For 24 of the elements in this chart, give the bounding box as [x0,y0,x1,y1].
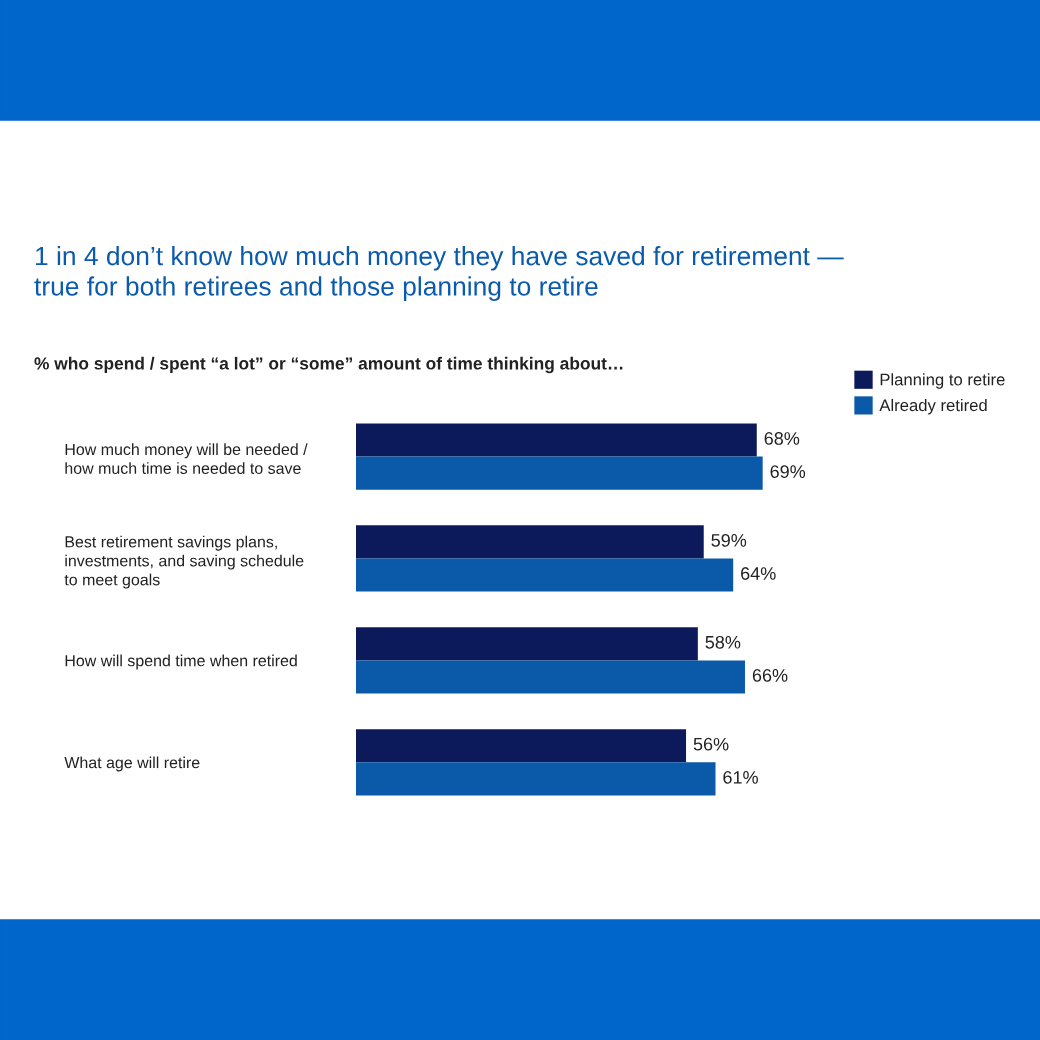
y-tick-label: Best retirement savings plans, investments, and saving schedule to meet goals [64,535,304,589]
bar [356,627,698,661]
y-tick-label: What age will retire [64,756,200,772]
chart-title: 1 in 4 don’t know how much money they have saved for retirement — true for both retirees and those planning to retire [34,246,844,301]
bar [356,423,757,457]
data-label: 64% [741,567,776,580]
y-tick-label: How will spend time when retired [65,654,297,670]
data-label: 56% [693,737,729,751]
bar [356,456,763,490]
data-label: 69% [770,465,806,478]
data-label: 58% [705,635,741,649]
legend-label: Planning to retire [880,373,1005,389]
bar [356,762,716,796]
bar [356,558,734,592]
data-label: 59% [711,533,747,547]
y-tick-label: How much money will be needed / how much time is needed to save [65,443,308,474]
chart-subtitle: % who spend / spent “a lot” or “some” amount of time thinking about… [34,356,623,374]
bar [356,729,687,763]
legend-label: Already retired [879,398,987,415]
data-label: 68% [764,432,800,445]
bar [356,525,704,559]
bar [356,660,745,694]
data-label: 61% [723,770,758,784]
data-label: 66% [752,669,788,682]
